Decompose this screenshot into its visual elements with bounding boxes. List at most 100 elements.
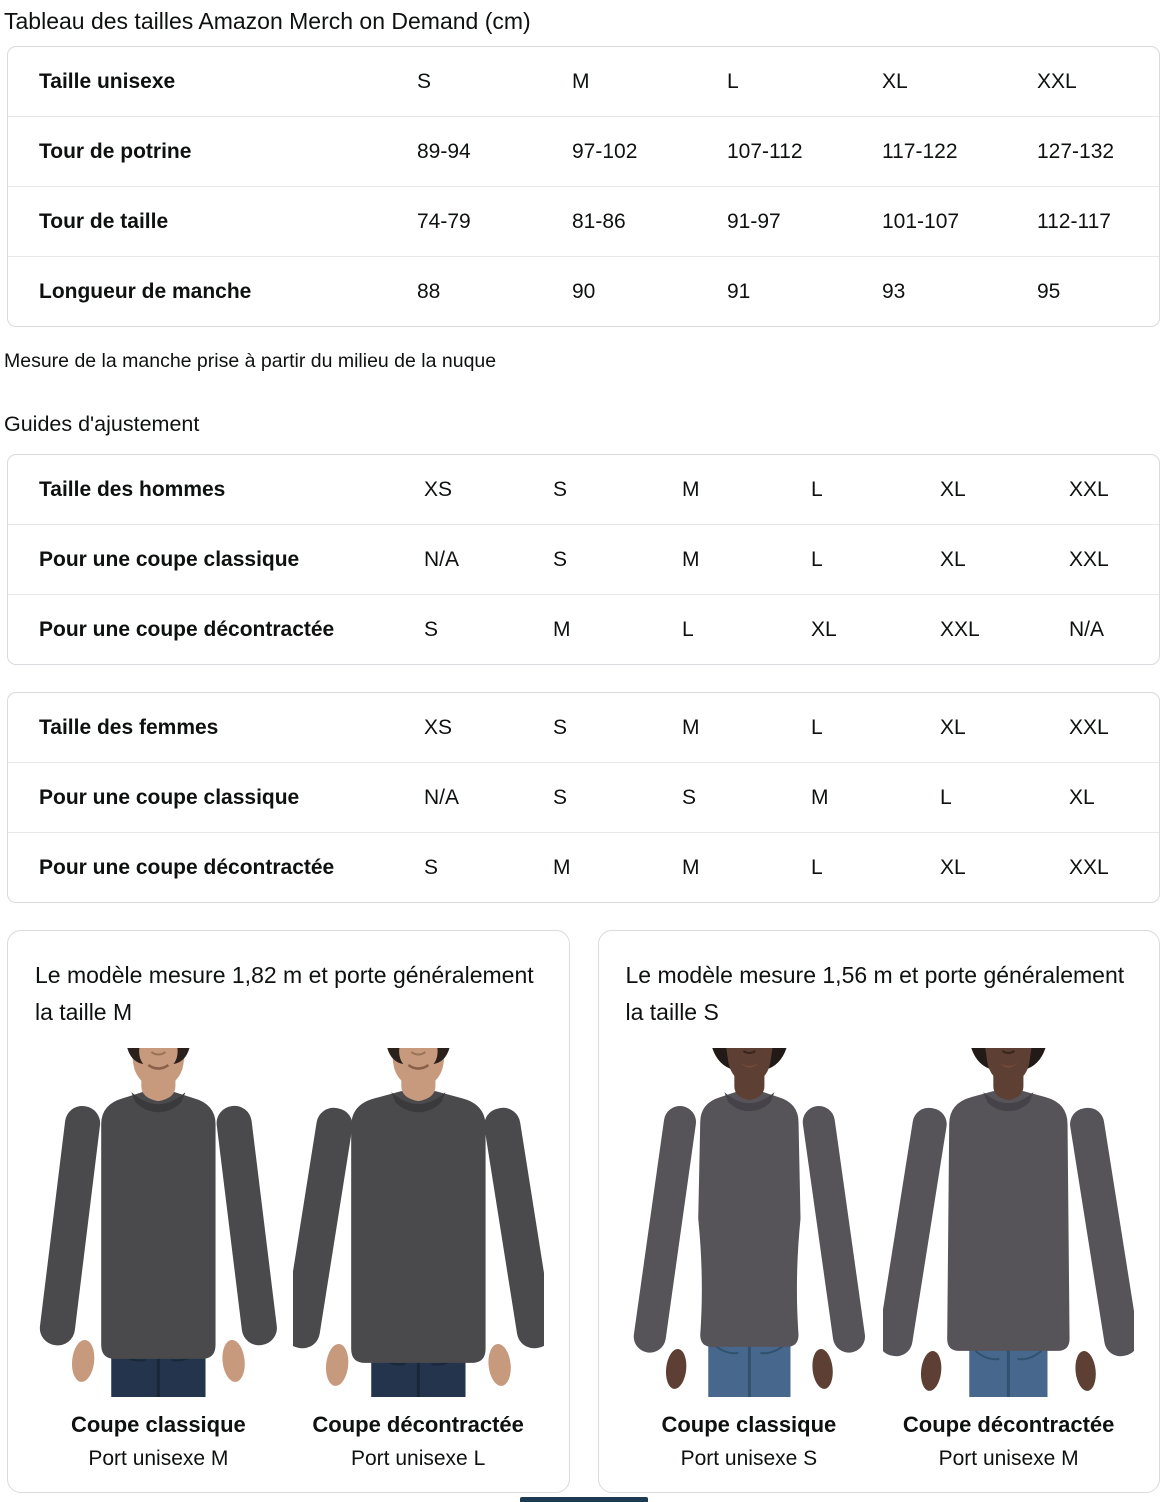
page-title: Tableau des tailles Amazon Merch on Dema… <box>4 8 531 34</box>
table-cell: L <box>811 855 823 879</box>
table-header-row: Taille unisexe S M L XL XXL <box>8 47 1159 116</box>
size-header-cell: S <box>553 477 568 501</box>
table-row: Pour une coupe classique N/A S M L XL XX… <box>8 524 1159 594</box>
unisex-size-table: Taille unisexe S M L XL XXL Tour de potr… <box>7 46 1160 327</box>
photo-subcaption: Port unisexe L <box>351 1447 486 1471</box>
size-header-cell: XL <box>940 715 966 739</box>
size-header-cell: XS <box>424 477 453 501</box>
table-cell: S <box>682 785 697 809</box>
row-label: Taille des hommes <box>39 477 226 501</box>
table-cell: S <box>553 785 568 809</box>
model-photo-women-classic <box>623 1048 875 1398</box>
table-cell: S <box>424 855 439 879</box>
model-cards: Le modèle mesure 1,82 m et porte général… <box>7 930 1160 1494</box>
model-description: Le modèle mesure 1,56 m et porte général… <box>625 962 1125 1025</box>
row-label: Taille des femmes <box>39 715 219 739</box>
table-cell: M <box>682 855 700 879</box>
table-cell: 89-94 <box>417 139 471 163</box>
photo-caption: Coupe classique <box>70 1412 246 1438</box>
photo-column: Coupe classique Port unisexe S <box>623 1048 875 1472</box>
row-label: Pour une coupe décontractée <box>39 617 335 641</box>
photo-subcaption: Port unisexe M <box>88 1447 229 1471</box>
table-header-row: Taille des femmes XS S M L XL XXL <box>8 693 1159 762</box>
table-cell: XXL <box>1069 547 1109 571</box>
table-cell: M <box>553 855 571 879</box>
size-header-cell: XL <box>940 477 966 501</box>
table-cell: 107-112 <box>727 139 803 163</box>
table-cell: 90 <box>572 279 596 303</box>
table-cell: N/A <box>1069 617 1105 641</box>
size-header-cell: M <box>572 69 590 93</box>
table-row: Longueur de manche 88 90 91 93 95 <box>8 256 1159 326</box>
size-header-cell: XL <box>882 69 908 93</box>
photo-subcaption: Port unisexe S <box>680 1447 818 1471</box>
table-cell: S <box>553 547 568 571</box>
table-cell: XXL <box>940 617 980 641</box>
table-cell: M <box>682 547 700 571</box>
table-cell: 112-117 <box>1037 209 1111 233</box>
table-cell: 74-79 <box>417 209 471 233</box>
card-men-model: Le modèle mesure 1,82 m et porte général… <box>7 930 570 1494</box>
table-cell: L <box>940 785 952 809</box>
row-label: Taille unisexe <box>39 69 176 93</box>
size-header-cell: S <box>553 715 568 739</box>
model-photo-men-classic <box>33 1048 284 1398</box>
row-label: Pour une coupe classique <box>39 547 300 571</box>
photo-caption: Coupe classique <box>661 1412 837 1438</box>
table-cell: XXL <box>1069 855 1109 879</box>
table-cell: 88 <box>417 279 441 303</box>
table-cell: XL <box>811 617 837 641</box>
row-label: Longueur de manche <box>39 279 252 303</box>
size-header-cell: S <box>417 69 432 93</box>
table-row: Pour une coupe décontractée S M L XL XXL… <box>8 594 1159 664</box>
photo-column: Coupe classique Port unisexe M <box>33 1048 284 1472</box>
table-header-row: Taille des hommes XS S M L XL XXL <box>8 455 1159 524</box>
table-cell: 81-86 <box>572 209 626 233</box>
size-header-cell: XXL <box>1069 477 1109 501</box>
row-label: Tour de potrine <box>39 139 192 163</box>
photo-column: Coupe décontractée Port unisexe L <box>292 1048 544 1472</box>
table-cell: N/A <box>424 785 460 809</box>
table-cell: XL <box>940 855 966 879</box>
photo-caption: Coupe décontractée <box>902 1412 1115 1438</box>
table-cell: XL <box>940 547 966 571</box>
size-header-cell: L <box>727 69 739 93</box>
table-cell: L <box>682 617 694 641</box>
table-cell: M <box>553 617 571 641</box>
model-photo-women-relaxed <box>883 1048 1134 1398</box>
table-cell: L <box>811 547 823 571</box>
size-header-cell: XXL <box>1069 715 1109 739</box>
size-header-cell: L <box>811 477 823 501</box>
table-cell: 91 <box>727 279 751 303</box>
row-label: Pour une coupe décontractée <box>39 855 335 879</box>
row-label: Pour une coupe classique <box>39 785 300 809</box>
table-cell: M <box>811 785 829 809</box>
table-cell: 97-102 <box>572 139 638 163</box>
table-cell: S <box>424 617 439 641</box>
table-cell: 101-107 <box>882 209 960 233</box>
model-description: Le modèle mesure 1,82 m et porte général… <box>35 962 534 1025</box>
table-cell: XL <box>1069 785 1095 809</box>
table-cell: 127-132 <box>1037 139 1115 163</box>
photos-row: Coupe classique Port unisexe M <box>33 1048 544 1472</box>
women-fit-table: Taille des femmes XS S M L XL XXL Pour u… <box>7 692 1160 903</box>
size-header-cell: XS <box>424 715 453 739</box>
table-row: Tour de taille 74-79 81-86 91-97 101-107… <box>8 186 1159 256</box>
table-row: Pour une coupe classique N/A S S M L XL <box>8 762 1159 832</box>
table-cell: N/A <box>424 547 460 571</box>
photo-column: Coupe décontractée Port unisexe M <box>883 1048 1134 1472</box>
table-row: Tour de potrine 89-94 97-102 107-112 117… <box>8 116 1159 186</box>
card-women-model: Le modèle mesure 1,56 m et porte général… <box>597 930 1160 1494</box>
photos-row: Coupe classique Port unisexe S <box>623 1048 1134 1472</box>
size-header-cell: XXL <box>1037 69 1077 93</box>
size-header-cell: L <box>811 715 823 739</box>
table-cell: 95 <box>1037 279 1061 303</box>
size-header-cell: M <box>682 715 700 739</box>
table-cell: 93 <box>882 279 906 303</box>
table-row: Pour une coupe décontractée S M M L XL X… <box>8 832 1159 902</box>
photo-subcaption: Port unisexe M <box>938 1447 1079 1471</box>
men-fit-table: Taille des hommes XS S M L XL XXL Pour u… <box>7 454 1160 665</box>
sleeve-measurement-note: Mesure de la manche prise à partir du mi… <box>4 350 497 372</box>
model-photo-men-relaxed <box>292 1048 544 1398</box>
